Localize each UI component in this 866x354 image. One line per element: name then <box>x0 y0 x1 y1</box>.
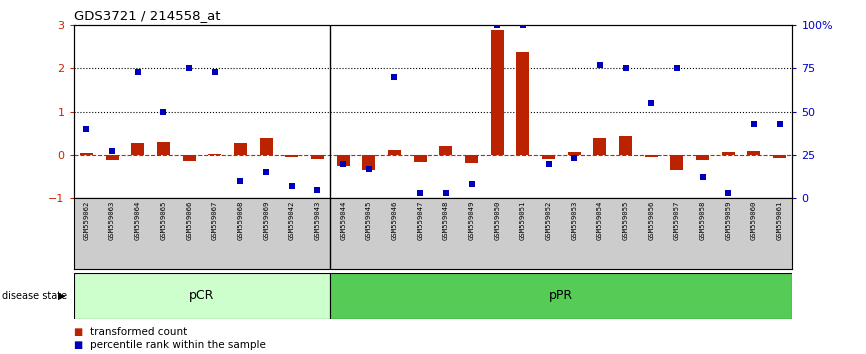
Text: GSM559057: GSM559057 <box>674 200 680 240</box>
Text: GSM559056: GSM559056 <box>649 200 654 240</box>
Text: GSM559047: GSM559047 <box>417 200 423 240</box>
Text: GSM559067: GSM559067 <box>212 200 217 240</box>
Bar <box>311 155 324 159</box>
Text: GSM559066: GSM559066 <box>186 200 192 240</box>
Text: GSM559055: GSM559055 <box>623 200 629 240</box>
Point <box>772 121 786 126</box>
Bar <box>516 52 529 155</box>
Bar <box>773 155 786 158</box>
Point <box>541 161 555 166</box>
Bar <box>593 138 606 155</box>
Text: GSM559060: GSM559060 <box>751 200 757 240</box>
Point <box>747 121 761 126</box>
Bar <box>542 155 555 159</box>
Text: GSM559068: GSM559068 <box>237 200 243 240</box>
Bar <box>670 155 683 170</box>
Point <box>131 69 145 74</box>
Bar <box>106 155 119 160</box>
Text: GSM559062: GSM559062 <box>83 200 89 240</box>
Point <box>362 166 376 172</box>
Point <box>490 22 504 28</box>
Text: GSM559042: GSM559042 <box>289 200 294 240</box>
Text: GSM559053: GSM559053 <box>572 200 577 240</box>
Bar <box>209 154 221 155</box>
Text: GSM559046: GSM559046 <box>391 200 397 240</box>
Point <box>516 22 530 28</box>
Point <box>157 109 171 114</box>
Text: GSM559045: GSM559045 <box>365 200 372 240</box>
Text: GSM559043: GSM559043 <box>314 200 320 240</box>
Bar <box>645 155 657 158</box>
Text: GSM559064: GSM559064 <box>135 200 141 240</box>
Text: ■: ■ <box>74 340 83 350</box>
Bar <box>696 155 709 160</box>
Text: GSM559048: GSM559048 <box>443 200 449 240</box>
Text: transformed count: transformed count <box>90 327 187 337</box>
Text: GSM559049: GSM559049 <box>469 200 475 240</box>
Point <box>413 190 427 196</box>
Text: ■: ■ <box>74 327 83 337</box>
Text: pPR: pPR <box>549 289 573 302</box>
Bar <box>337 155 350 166</box>
Text: GSM559059: GSM559059 <box>725 200 731 240</box>
Bar <box>747 151 760 155</box>
Point <box>670 65 684 71</box>
Text: GSM559061: GSM559061 <box>777 200 783 240</box>
Bar <box>234 143 247 155</box>
Text: GSM559063: GSM559063 <box>109 200 115 240</box>
Point <box>695 175 709 180</box>
Text: GSM559044: GSM559044 <box>340 200 346 240</box>
Point <box>721 190 735 196</box>
Point <box>285 183 299 189</box>
Point <box>208 69 222 74</box>
Point <box>567 155 581 161</box>
Text: ▶: ▶ <box>58 291 66 301</box>
Text: GSM559058: GSM559058 <box>700 200 706 240</box>
Bar <box>439 146 452 155</box>
Point <box>182 65 196 71</box>
Text: GSM559054: GSM559054 <box>597 200 603 240</box>
Text: GSM559065: GSM559065 <box>160 200 166 240</box>
Point <box>336 161 350 166</box>
Text: disease state: disease state <box>2 291 67 301</box>
Point <box>311 187 325 193</box>
Point <box>234 178 248 184</box>
Point <box>80 126 94 132</box>
Bar <box>74 273 330 319</box>
Bar <box>286 155 298 158</box>
Text: GSM559050: GSM559050 <box>494 200 501 240</box>
Point <box>644 100 658 105</box>
Point <box>593 62 607 68</box>
Bar <box>414 155 427 162</box>
Point <box>388 74 402 80</box>
Bar <box>465 155 478 163</box>
Text: GDS3721 / 214558_at: GDS3721 / 214558_at <box>74 9 220 22</box>
Point <box>259 170 273 175</box>
Text: GSM559051: GSM559051 <box>520 200 526 240</box>
Point <box>105 149 119 154</box>
Bar <box>491 30 504 155</box>
Bar <box>619 136 632 155</box>
Bar <box>157 142 170 155</box>
Bar <box>80 153 93 155</box>
Point <box>439 190 453 196</box>
Point <box>618 65 632 71</box>
Bar <box>388 150 401 155</box>
Point <box>464 182 478 187</box>
Bar <box>721 152 734 155</box>
Bar <box>362 155 375 170</box>
Bar <box>260 138 273 155</box>
Bar <box>330 273 792 319</box>
Bar <box>183 155 196 160</box>
Text: GSM559069: GSM559069 <box>263 200 269 240</box>
Text: percentile rank within the sample: percentile rank within the sample <box>90 340 266 350</box>
Text: GSM559052: GSM559052 <box>546 200 552 240</box>
Bar <box>568 152 580 155</box>
Bar <box>132 143 145 155</box>
Text: pCR: pCR <box>190 289 215 302</box>
